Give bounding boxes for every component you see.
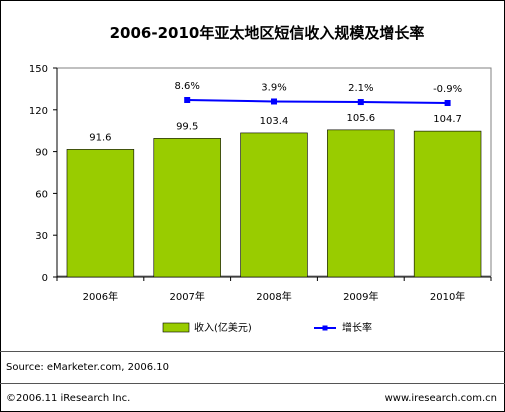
- website-link[interactable]: www.iresearch.com.cn: [384, 393, 497, 404]
- growth-rate-point: [444, 100, 451, 106]
- x-tick-label: 2008年: [256, 290, 291, 303]
- x-tick-label: 2006年: [83, 290, 118, 303]
- footer-divider-bottom: [0, 383, 505, 384]
- x-tick-label: 2007年: [169, 290, 204, 303]
- bar-value-label: 99.5: [176, 121, 198, 132]
- legend-bar-swatch: [162, 322, 190, 333]
- growth-rate-label: -0.9%: [433, 84, 462, 95]
- bar-value-label: 104.7: [433, 114, 462, 125]
- bar-value-label: 103.4: [260, 116, 289, 127]
- bar: [327, 129, 395, 278]
- legend-bar-label: 收入(亿美元): [194, 321, 252, 334]
- chart-title: 2006-2010年亚太地区短信收入规模及增长率: [110, 24, 425, 42]
- x-tick-label: 2009年: [343, 290, 378, 303]
- legend-line-label: 增长率: [342, 321, 372, 334]
- y-tick-label: 60: [35, 189, 48, 200]
- growth-rate-point: [271, 98, 277, 105]
- y-tick-label: 150: [29, 64, 48, 75]
- growth-rate-label: 3.9%: [261, 82, 286, 93]
- y-tick-label: 30: [35, 231, 48, 242]
- bar-value-label: 91.6: [89, 132, 111, 143]
- y-tick-label: 90: [35, 148, 48, 159]
- footer-divider-top: [0, 351, 505, 352]
- bar-value-label: 105.6: [346, 113, 375, 124]
- bar: [413, 130, 482, 278]
- y-tick-label: 0: [42, 273, 48, 284]
- bar: [240, 132, 308, 278]
- legend-line-marker: [322, 325, 328, 331]
- growth-rate-point: [357, 99, 364, 106]
- growth-rate-label: 8.6%: [174, 81, 199, 92]
- y-tick-label: 120: [29, 106, 48, 117]
- growth-rate-label: 2.1%: [348, 83, 373, 94]
- bar: [153, 138, 221, 278]
- x-tick-label: 2010年: [430, 290, 465, 303]
- bar: [66, 149, 135, 278]
- source-note: Source: eMarketer.com, 2006.10: [6, 362, 170, 373]
- copyright-note: ©2006.11 iResearch Inc.: [6, 393, 131, 404]
- growth-rate-point: [184, 97, 191, 103]
- growth-rate-line: [187, 99, 448, 104]
